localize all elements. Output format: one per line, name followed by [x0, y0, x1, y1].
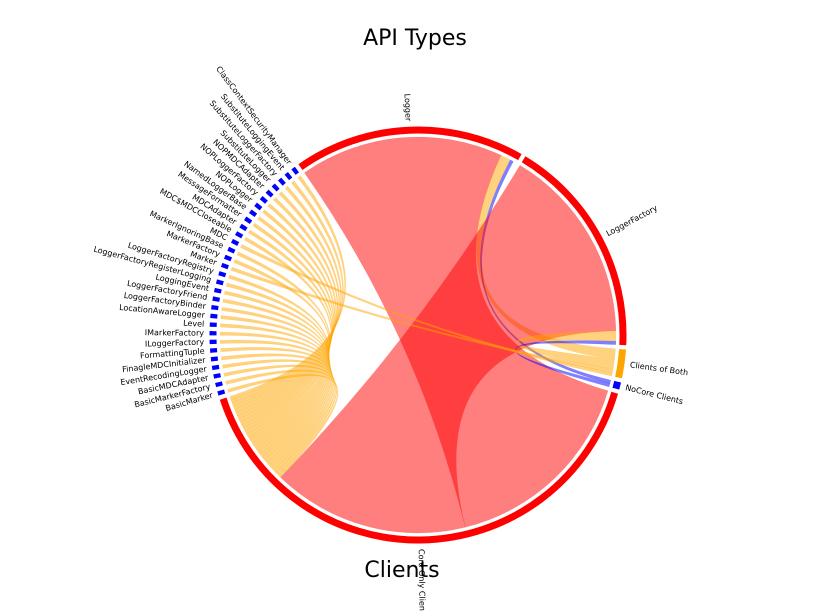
node-arc — [217, 389, 226, 396]
node-arc — [265, 189, 274, 198]
node-arc — [219, 391, 619, 544]
ribbon — [230, 180, 344, 404]
node-label: Logger — [403, 93, 413, 122]
ribbon — [223, 364, 336, 473]
ribbon — [235, 203, 337, 417]
ribbon — [234, 197, 339, 413]
node-arc — [235, 231, 244, 239]
node-arc — [211, 305, 219, 311]
ribbon — [228, 274, 330, 441]
chart-subtitle: Clients — [364, 558, 439, 583]
ribbon — [241, 229, 333, 429]
node-arc — [215, 381, 223, 388]
node-arc — [259, 195, 268, 204]
node-arc — [615, 349, 626, 379]
node-arc — [215, 279, 224, 286]
ribbon — [229, 175, 346, 401]
node-label: NoCore Clients — [624, 383, 684, 406]
ribbon — [232, 191, 340, 410]
node-arc — [213, 287, 222, 294]
node-arc — [284, 172, 293, 181]
ribbon — [242, 236, 332, 432]
node-label: LoggerFactory — [605, 203, 660, 238]
node-arc — [244, 216, 253, 224]
ribbon — [515, 340, 617, 388]
node-arc — [220, 262, 229, 270]
ribbon — [239, 222, 334, 426]
node-arc — [248, 209, 258, 218]
node-arc — [212, 296, 220, 302]
ribbon — [238, 215, 335, 423]
ribbon — [236, 251, 331, 435]
ribbon — [516, 330, 617, 370]
node-label: IMarkerFactory — [145, 328, 205, 338]
node-label: Core Only Clients — [417, 549, 427, 611]
ribbon — [236, 209, 336, 420]
node-arc — [230, 238, 240, 246]
ribbon — [223, 290, 330, 447]
ribbon — [225, 282, 330, 444]
node-arc — [298, 126, 522, 170]
ribbon — [230, 266, 614, 374]
ribbon — [231, 185, 342, 407]
node-arc — [223, 254, 233, 262]
ribbon — [240, 244, 613, 377]
node-arc — [277, 177, 286, 186]
node-arc — [612, 380, 622, 390]
node-arc — [254, 202, 263, 211]
node-arc — [291, 166, 299, 175]
node-label: Clients of Both — [629, 360, 688, 377]
node-arc — [239, 223, 248, 232]
node-label: ILoggerFactory — [145, 338, 205, 349]
node-arc — [227, 246, 236, 254]
node-arc — [521, 156, 627, 346]
ribbon — [280, 164, 617, 534]
node-label: Level — [183, 319, 205, 329]
ribbon — [233, 259, 331, 438]
ribbon — [227, 374, 339, 478]
ribbons — [219, 136, 617, 534]
node-arc — [218, 271, 227, 278]
arcs: Logger LoggerFactory Clients of Both NoCore… — [93, 65, 689, 611]
chart-title: API Types — [363, 26, 467, 51]
node-arc — [271, 183, 280, 192]
node-arc — [211, 364, 220, 371]
node-arc — [213, 373, 221, 379]
